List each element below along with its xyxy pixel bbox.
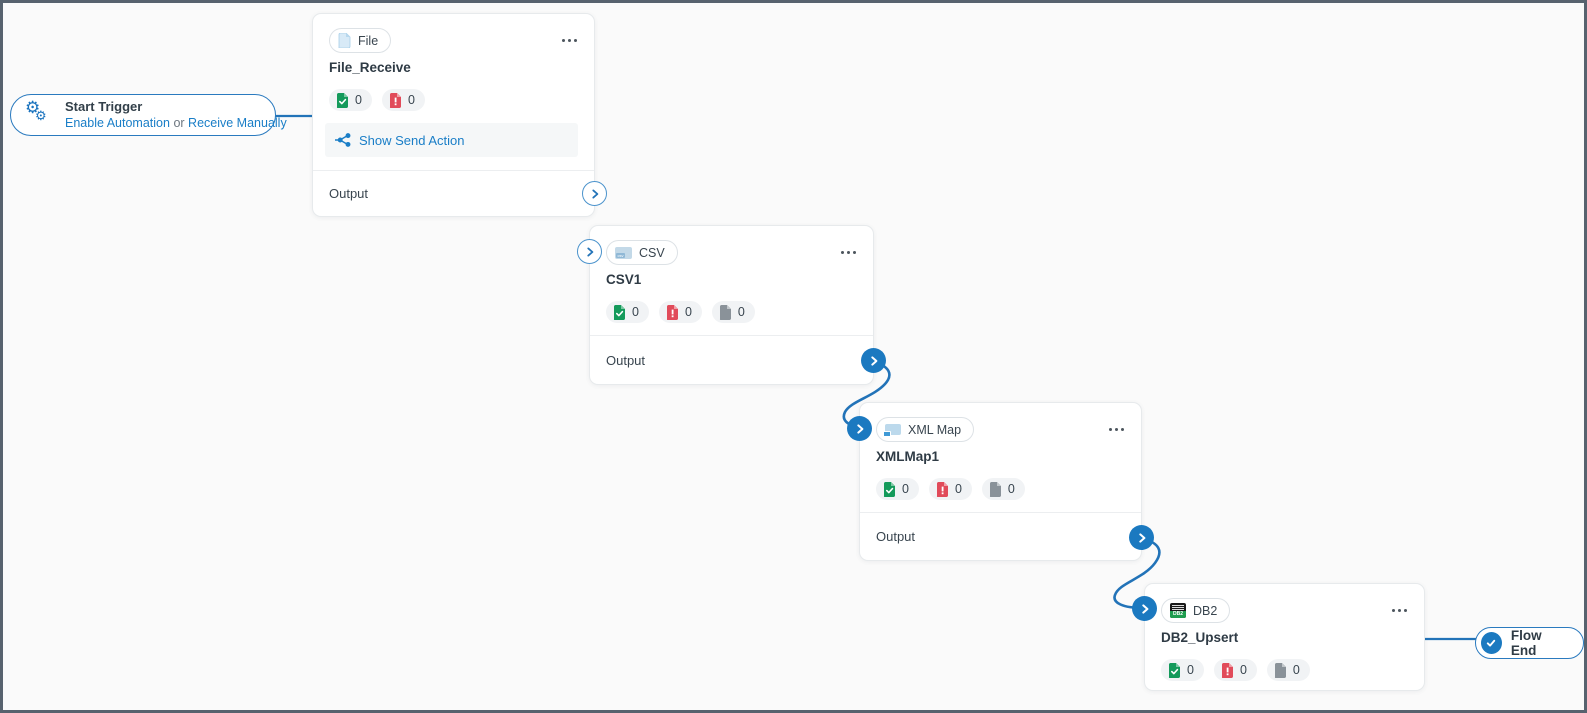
node-type-label: DB2	[1193, 603, 1218, 618]
flow-end[interactable]: Flow End	[1475, 627, 1584, 659]
neutral-doc-icon	[719, 304, 731, 320]
error-doc-icon	[666, 304, 678, 320]
node-type-label: CSV	[639, 245, 665, 260]
input-port[interactable]	[847, 416, 872, 441]
output-label: Output	[606, 352, 646, 368]
error-count-badge: 0	[658, 301, 702, 323]
neutral-doc-icon	[1274, 662, 1286, 678]
output-row: Output	[860, 512, 1141, 560]
gears-icon: ⚙ ⚙	[25, 98, 47, 123]
start-trigger[interactable]: ⚙ ⚙ Start Trigger Enable Automation or Re…	[10, 94, 287, 136]
error-doc-icon	[936, 481, 948, 497]
more-options-icon[interactable]	[1391, 605, 1409, 617]
node-title: DB2_Upsert	[1161, 630, 1239, 645]
node-db2-upsert[interactable]: DB2 DB2 DB2_Upsert 0 0	[1132, 583, 1425, 691]
neutral-count-badge: 0	[981, 478, 1025, 500]
output-port[interactable]	[1129, 525, 1154, 550]
run-counts: 0 0 0	[606, 301, 755, 323]
success-doc-icon	[336, 92, 348, 108]
node-file-receive[interactable]: File File_Receive 0 0	[312, 13, 607, 217]
success-doc-icon	[883, 481, 895, 497]
node-type-label: XML Map	[908, 422, 962, 437]
output-port[interactable]	[861, 348, 886, 373]
error-count-badge: 0	[1213, 659, 1257, 681]
run-counts: 0 0 0	[876, 478, 1025, 500]
run-counts: 0 0	[329, 89, 425, 111]
neutral-count: 0	[1292, 663, 1300, 677]
chevron-right-icon	[1138, 532, 1145, 543]
output-label: Output	[329, 186, 369, 201]
csv-icon: csv	[615, 246, 632, 259]
success-count: 0	[1187, 663, 1194, 677]
chevron-right-icon	[870, 355, 877, 366]
success-count: 0	[632, 305, 639, 319]
xml-map-icon	[883, 424, 901, 437]
success-count-badge: 0	[1161, 659, 1204, 681]
node-title: CSV1	[606, 272, 642, 287]
error-count: 0	[954, 482, 962, 496]
enable-automation-link[interactable]: Enable Automation	[65, 116, 170, 131]
flow-end-label: Flow End	[1510, 628, 1542, 658]
or-label: or	[173, 116, 185, 131]
show-send-action-link[interactable]: Show Send Action	[325, 123, 578, 157]
error-count-badge: 0	[928, 478, 972, 500]
output-label: Output	[876, 529, 916, 544]
neutral-count-badge: 0	[711, 301, 755, 323]
error-doc-icon	[389, 92, 401, 108]
success-count: 0	[902, 482, 909, 496]
neutral-count: 0	[1007, 482, 1015, 496]
output-row: Output	[313, 170, 594, 216]
error-count: 0	[407, 93, 415, 107]
send-branch-icon	[335, 133, 351, 147]
output-port[interactable]	[582, 181, 607, 206]
db2-icon: DB2	[1170, 603, 1186, 618]
node-csv1[interactable]: csv CSV CSV1 0 0	[577, 225, 886, 385]
trigger-text: Start Trigger Enable Automation or Recei…	[65, 98, 287, 132]
more-options-icon[interactable]	[561, 35, 579, 47]
success-count-badge: 0	[606, 301, 649, 323]
success-count-badge: 0	[329, 89, 372, 111]
neutral-count: 0	[737, 305, 745, 319]
chevron-right-icon	[591, 189, 598, 198]
success-doc-icon	[1168, 662, 1180, 678]
chevron-right-icon	[856, 423, 863, 434]
more-options-icon[interactable]	[840, 247, 858, 259]
show-send-action-label: Show Send Action	[359, 132, 465, 148]
node-title: XMLMap1	[876, 449, 940, 464]
success-count-badge: 0	[876, 478, 919, 500]
neutral-count-badge: 0	[1266, 659, 1310, 681]
success-doc-icon	[613, 304, 625, 320]
more-options-icon[interactable]	[1108, 424, 1126, 436]
error-count: 0	[684, 305, 692, 319]
chevron-right-icon	[586, 247, 593, 256]
success-count: 0	[355, 93, 362, 107]
trigger-title: Start Trigger	[65, 98, 143, 114]
receive-manually-link[interactable]: Receive Manually	[188, 116, 287, 131]
node-type-badge-csv: csv CSV	[606, 240, 678, 265]
neutral-doc-icon	[989, 481, 1001, 497]
node-type-badge-file: File	[329, 28, 392, 53]
error-count-badge: 0	[381, 89, 425, 111]
node-type-badge-db2: DB2 DB2	[1161, 598, 1231, 623]
wire-xmlmap-to-db2	[1113, 536, 1161, 610]
chevron-right-icon	[1141, 603, 1148, 614]
error-doc-icon	[1221, 662, 1233, 678]
node-type-label: File	[358, 33, 379, 48]
output-row: Output	[590, 335, 873, 384]
input-port[interactable]	[577, 239, 602, 264]
check-icon	[1481, 632, 1502, 654]
run-counts: 0 0 0	[1161, 659, 1310, 681]
file-icon	[338, 33, 351, 48]
connector-wires	[274, 114, 1479, 641]
node-xmlmap1[interactable]: XML Map XMLMap1 0 0	[847, 402, 1154, 561]
input-port[interactable]	[1132, 596, 1157, 621]
wire-csv-to-xmlmap	[842, 359, 891, 429]
node-title: File_Receive	[329, 60, 411, 75]
error-count: 0	[1239, 663, 1247, 677]
node-type-badge-xmlmap: XML Map	[876, 417, 975, 442]
